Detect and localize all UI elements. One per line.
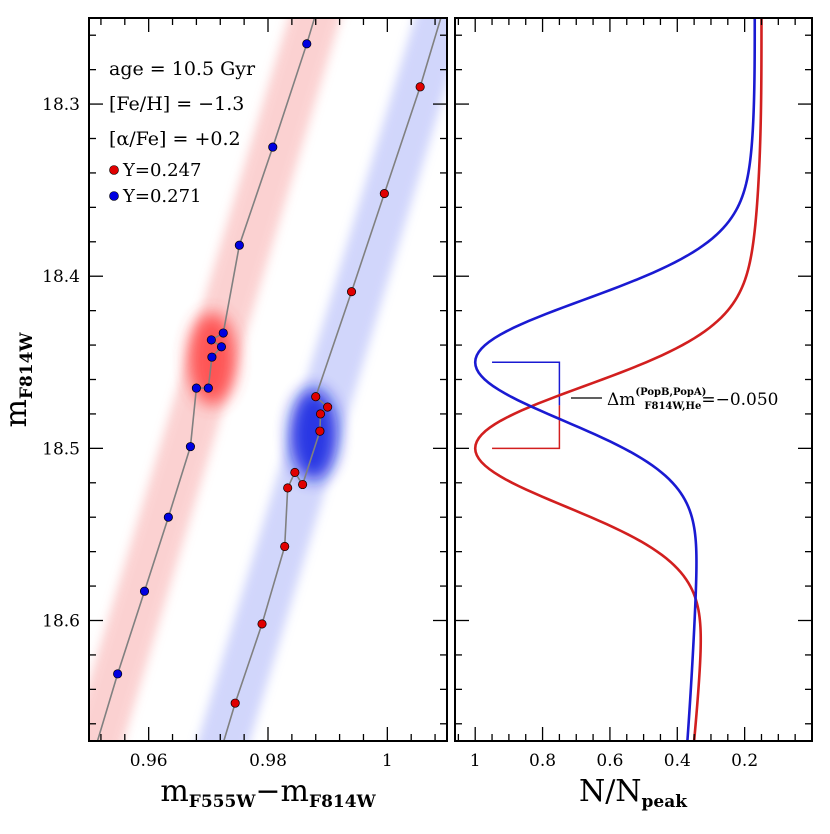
cmd-y-tick-label: 18.6	[42, 612, 80, 632]
annotation-alpha: [α/Fe] = +0.2	[109, 128, 241, 150]
lf-x-tick-label: 0.6	[596, 751, 623, 771]
legend-label-blue: Y=0.271	[122, 186, 202, 207]
point-blue-5	[216, 342, 227, 352]
point-blue-4	[206, 335, 216, 345]
annotation-feh: [Fe/H] = −1.3	[109, 93, 244, 115]
cmd-ticks: 0.96 0.98 1 18.3 18.4 18.5 18.6	[42, 18, 447, 771]
point-red-6	[315, 426, 325, 436]
point-red-9	[283, 483, 293, 493]
lf-x-tick-label: 1	[470, 751, 481, 771]
point-red-0	[415, 82, 425, 92]
point-blue-12	[113, 669, 123, 679]
point-blue-1	[268, 142, 278, 152]
cmd-x-tick-label: 1	[382, 751, 393, 771]
cmd-x-tick-label: 0.98	[249, 751, 287, 771]
point-blue-11	[139, 586, 150, 596]
annotation-age: age = 10.5 Gyr	[109, 58, 256, 80]
point-blue-9	[185, 442, 195, 452]
point-blue-0	[302, 39, 312, 49]
lf-x-axis-label: N/Npeak	[579, 774, 688, 812]
cmd-annotations: age = 10.5 Gyr [Fe/H] = −1.3 [α/Fe] = +0…	[109, 58, 256, 150]
lf-x-tick-label: 0.8	[529, 751, 556, 771]
cmd-x-tick-label: 0.96	[130, 751, 168, 771]
density-blob-red	[289, 388, 338, 481]
lf-curve-red	[473, 18, 763, 741]
legend-marker-blue	[109, 191, 119, 201]
point-red-11	[257, 619, 267, 629]
lf-panel-frame	[454, 17, 813, 742]
cmd-legend: Y=0.247 Y=0.271	[109, 160, 202, 207]
cmd-y-tick-label: 18.4	[42, 267, 80, 287]
point-blue-2	[234, 240, 244, 250]
cmd-points	[113, 39, 425, 708]
delta-guide-blue	[492, 361, 561, 406]
point-blue-8	[191, 383, 201, 393]
point-blue-7	[203, 383, 213, 393]
point-blue-3	[218, 328, 228, 338]
lf-x-tick-label: 0.2	[731, 751, 758, 771]
point-red-8	[290, 467, 300, 478]
lf-ticks: 1 0.8 0.6 0.4 0.2	[455, 18, 812, 771]
cmd-y-tick-label: 18.3	[42, 95, 80, 115]
cmd-y-tick-label: 18.5	[42, 439, 80, 459]
point-red-7	[298, 479, 308, 490]
legend-marker-red	[109, 165, 119, 175]
delta-annotation: Δm(PopB,PopA) F814W,He=−0.050	[571, 387, 779, 412]
point-red-1	[379, 189, 389, 199]
cmd-x-axis-label: mF555W−mF814W	[160, 774, 376, 812]
delta-guide-red	[492, 405, 561, 450]
legend-label-red: Y=0.247	[122, 160, 202, 181]
cmd-y-axis-label: mF814W	[0, 332, 37, 428]
point-blue-6	[207, 352, 217, 362]
point-red-3	[311, 392, 321, 402]
delta-label: Δm(PopB,PopA) F814W,He=−0.050	[607, 387, 779, 412]
point-red-5	[315, 409, 326, 419]
point-blue-10	[163, 512, 173, 522]
lf-x-tick-label: 0.4	[664, 751, 691, 771]
lf-curve-blue	[473, 18, 757, 741]
point-red-10	[280, 541, 290, 552]
point-red-12	[230, 698, 240, 708]
point-red-2	[346, 287, 357, 297]
point-red-4	[323, 402, 333, 412]
lf-curves	[473, 18, 763, 741]
